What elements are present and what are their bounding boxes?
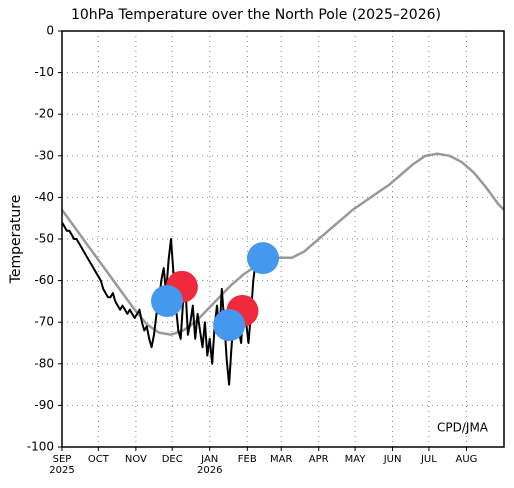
x-tick-label: SEP	[53, 454, 72, 465]
y-tick-label: -100	[27, 440, 54, 454]
annotation: CPD/JMA	[437, 421, 489, 435]
y-axis-label: Temperature	[8, 195, 24, 285]
x-year-label: 2025	[49, 465, 74, 476]
y-tick-label: -20	[34, 107, 54, 121]
y-tick-label: -90	[34, 398, 54, 412]
y-tick-label: 0	[46, 24, 54, 38]
x-tick-label: JAN	[200, 454, 218, 465]
x-tick-label: MAR	[270, 454, 292, 465]
x-tick-label: OCT	[88, 454, 110, 465]
x-tick-label: MAY	[345, 454, 367, 465]
y-tick-label: -60	[34, 273, 54, 287]
marker	[213, 309, 246, 342]
y-tick-label: -40	[34, 190, 54, 204]
x-tick-label: APR	[309, 454, 329, 465]
y-tick-label: -50	[34, 232, 54, 246]
y-tick-label: -10	[34, 65, 54, 79]
x-tick-label: DEC	[162, 454, 183, 465]
series-line	[60, 152, 505, 336]
y-tick-label: -70	[34, 315, 54, 329]
marker	[150, 284, 183, 317]
x-tick-label: NOV	[125, 454, 147, 465]
x-tick-label: JUN	[383, 454, 402, 465]
chart-title: 10hPa Temperature over the North Pole (2…	[71, 7, 441, 23]
marker	[247, 242, 280, 275]
x-tick-label: FEB	[238, 454, 257, 465]
plot-frame	[61, 30, 505, 448]
y-tick-label: -30	[34, 148, 54, 162]
y-tick-label: -80	[34, 356, 54, 370]
x-year-label: 2026	[197, 465, 222, 476]
x-tick-label: JUL	[420, 454, 437, 465]
x-tick-label: AUG	[455, 454, 477, 465]
